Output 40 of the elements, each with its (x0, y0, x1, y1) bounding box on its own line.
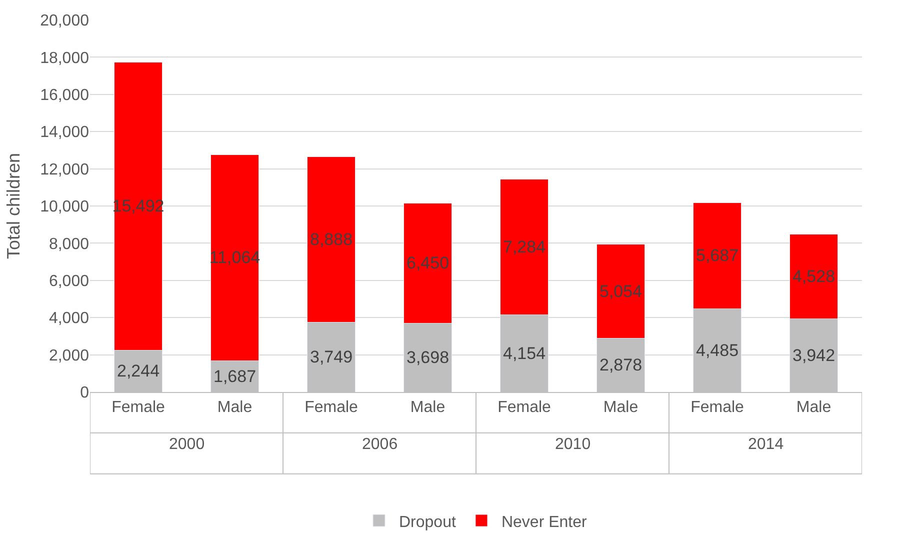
legend-label: Dropout (399, 514, 456, 531)
data-label: 2,878 (599, 356, 642, 375)
y-tick-label: 18,000 (40, 50, 90, 67)
y-tick-label: 6,000 (48, 273, 90, 290)
legend-label: Never Enter (501, 514, 588, 531)
x-tick-label: Female (112, 399, 166, 416)
y-tick-label: 14,000 (40, 124, 90, 142)
y-tick-label: 8,000 (48, 236, 90, 253)
data-label: 3,942 (792, 346, 836, 365)
data-label: 4,528 (792, 267, 836, 286)
x-tick-label: Female (498, 399, 552, 416)
y-tick-label: 16,000 (40, 87, 90, 104)
data-label: 7,284 (502, 237, 546, 256)
x-tick-label: Male (603, 399, 638, 416)
data-label: 2,244 (116, 362, 160, 381)
data-label: 1,687 (213, 366, 256, 386)
data-label: 3,698 (406, 348, 450, 368)
y-tick-label: 10,000 (40, 198, 90, 216)
data-label: 3,749 (310, 348, 353, 367)
data-label: 4,485 (696, 340, 739, 360)
y-tick-label: 4,000 (48, 310, 90, 328)
text: 2010 (555, 436, 591, 453)
data-label: 4,154 (502, 344, 546, 363)
data-label: 6,450 (406, 254, 450, 273)
y-axis-title: Total children (3, 152, 24, 260)
y-tick-label: 20,000 (40, 12, 90, 30)
text: 2006 (362, 436, 398, 453)
x-tick-label: Male (796, 399, 832, 416)
x-tick-label: Male (217, 399, 252, 416)
data-label: 8,888 (310, 230, 353, 250)
x-tick-label: Female (304, 399, 358, 416)
x-tick-label: Male (410, 399, 446, 416)
y-tick-label: 12,000 (40, 161, 90, 178)
text: 2000 (169, 436, 205, 453)
y-tick-label: 0 (80, 384, 90, 402)
text: 2014 (748, 436, 784, 453)
data-label: 5,687 (696, 246, 739, 266)
y-tick-label: 2,000 (48, 347, 90, 364)
x-tick-label: Female (690, 399, 744, 416)
data-label: 5,054 (599, 282, 642, 301)
